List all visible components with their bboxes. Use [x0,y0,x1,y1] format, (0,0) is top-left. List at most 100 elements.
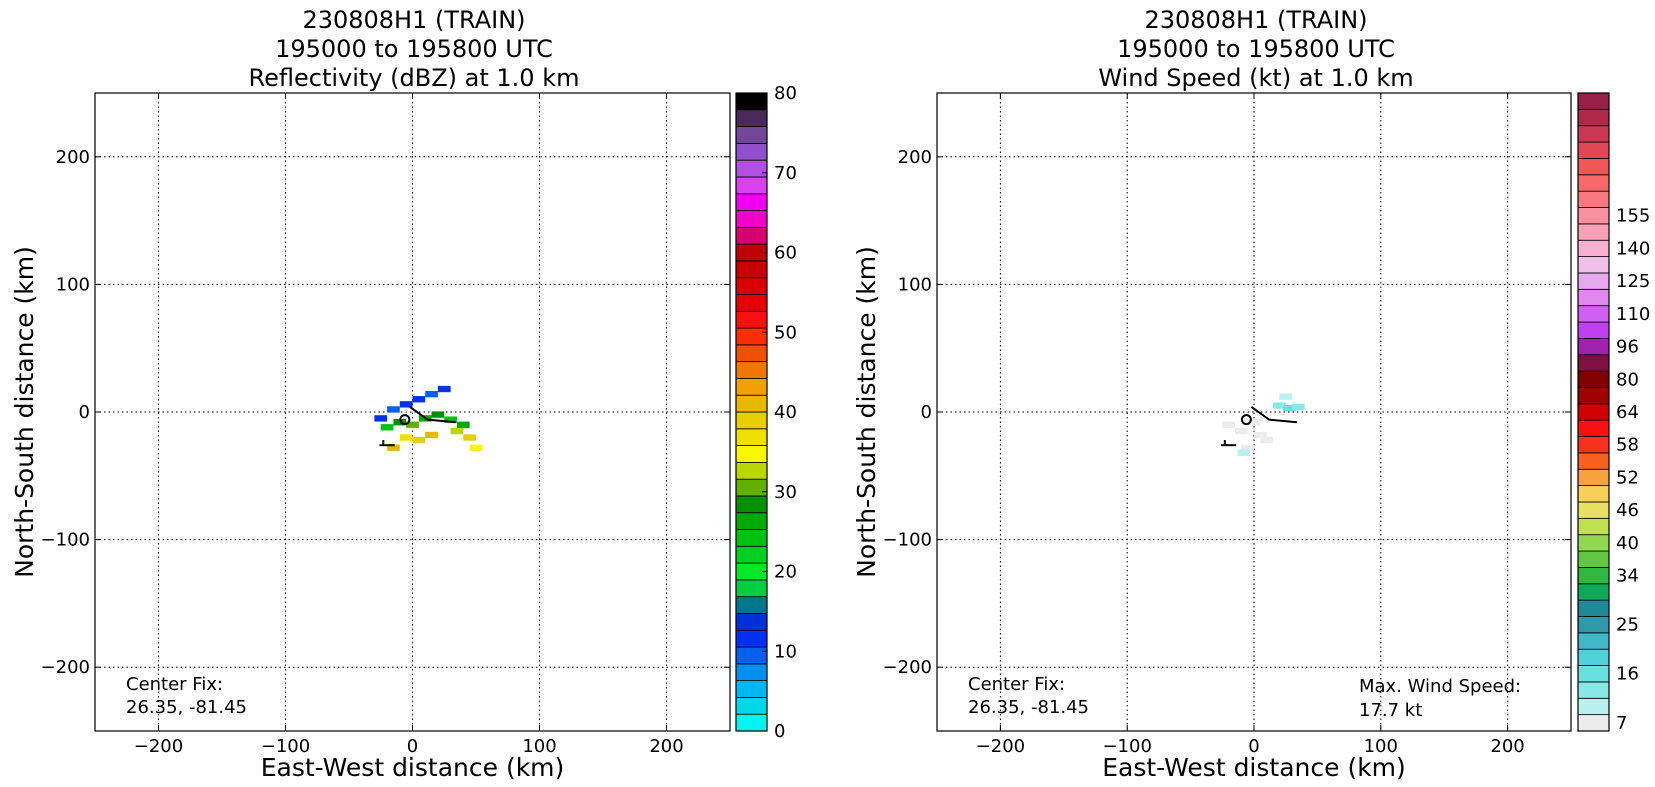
data-cell [1273,402,1286,409]
colorbar-segment [1577,632,1610,650]
colorbar-tick-label: 30 [774,482,797,503]
colorbar-tick-label: 16 [1616,664,1639,685]
colorbar-segment [1577,141,1610,159]
x-tick-label: −100 [1102,736,1151,757]
colorbar-segment [735,260,768,279]
colorbar: 7 16 25 34 40 46 52 58 64 80 96 110 125 140 155 [1577,92,1650,734]
chart-title-line: 195000 to 195800 UTC [1117,35,1395,63]
x-axis-label: East-West distance (km) [261,753,565,782]
colorbar-segment [735,378,768,396]
data-cell [444,416,457,423]
colorbar-segment [1577,436,1610,454]
colorbar-segment [1577,468,1610,487]
chart-title-line: 195000 to 195800 UTC [275,35,553,63]
colorbar-segment [1577,256,1610,274]
colorbar-segment [735,294,768,312]
data-cell [425,390,438,398]
max-wind-annotation: Max. Wind Speed: [1359,676,1521,697]
colorbar-segment [735,545,768,564]
colorbar-segment [1577,550,1610,568]
colorbar-segment [1577,190,1610,208]
y-tick-label: −100 [41,530,90,551]
y-tick-label: 200 [56,147,90,168]
data-cell [412,396,426,403]
colorbar-segment [735,445,768,463]
colorbar-segment [1577,485,1610,503]
colorbar-tick-label: 50 [774,322,797,343]
x-axis-label: East-West distance (km) [1102,753,1406,782]
track-line [1250,406,1298,424]
colorbar-segment [1577,174,1610,192]
colorbar-segment [735,411,768,430]
colorbar-segment [1577,567,1610,585]
colorbar-segment [735,596,768,614]
colorbar-segment [735,461,768,480]
center-fix-marker [399,414,411,426]
y-tick-label: 100 [898,274,932,295]
colorbar-segment [1577,272,1610,290]
colorbar-segment [1577,108,1610,127]
colorbar-tick-label: 0 [774,721,785,742]
data-cell [1283,405,1296,412]
x-tick-label: 200 [1490,736,1524,757]
colorbar-tick-label: 140 [1616,238,1650,259]
x-tick-label: 100 [1364,736,1398,757]
colorbar-segment [735,478,768,497]
colorbar-segment [1577,125,1610,143]
colorbar-tick-label: 70 [774,163,797,184]
colorbar-segment [1577,158,1610,176]
colorbar-segment [735,713,768,732]
data-cell [1234,427,1248,435]
colorbar-segment [735,277,768,295]
colorbar-segment [1577,534,1610,552]
colorbar-tick-label: 10 [774,641,797,662]
colorbar-segment [1577,387,1610,405]
max-wind-annotation: 17.7 kt [1359,700,1422,721]
data-cell [1241,444,1254,451]
colorbar-segment [1577,223,1610,241]
x-tick-label: 100 [522,736,556,757]
chart-title-line: Reflectivity (dBZ) at 1.0 km [249,64,580,92]
colorbar-segment [1577,305,1610,323]
colorbar-segment [1577,321,1610,339]
colorbar-segment [735,361,768,379]
colorbar-segment [1577,239,1610,257]
colorbar-tick-label: 25 [1616,615,1639,636]
data-cell [1237,449,1251,457]
colorbar-segment [735,344,768,363]
colorbar-tick-label: 60 [774,243,797,264]
colorbar-segment [1577,419,1610,437]
colorbar-segment [1577,665,1610,683]
colorbar-segment [735,176,768,195]
data-cell [463,434,476,441]
data-cell [412,436,426,444]
colorbar-segment [1577,452,1610,470]
colorbar-segment [735,697,768,715]
colorbar-segment [1577,501,1610,519]
colorbar-segment [1577,92,1610,110]
colorbar-tick-label: 155 [1616,206,1650,227]
data-cell [399,434,413,441]
colorbar-segment [735,512,768,530]
data-cell [1260,436,1274,444]
x-tick-label: −200 [976,736,1025,757]
center-fix-annotation: 26.35, -81.45 [126,697,247,718]
center-fix-annotation: 26.35, -81.45 [968,697,1089,718]
colorbar-tick-label: 80 [774,83,797,104]
colorbar-segment [1577,288,1610,307]
data-cell [399,401,413,408]
data-cell [1222,421,1235,428]
data-cell [1247,419,1261,426]
x-tick-label: 0 [407,736,418,757]
colorbar-segment [735,495,768,514]
y-tick-label: −200 [883,657,932,678]
colorbar-segment [1577,714,1610,732]
colorbar-segment [1577,697,1610,716]
colorbar-tick-label: 58 [1616,435,1639,456]
data-cell [406,421,419,428]
colorbar-segment [735,109,768,127]
colorbar-segment [1577,616,1610,634]
chart-title-line: 230808H1 (TRAIN) [1144,6,1367,34]
colorbar-tick-label: 46 [1616,500,1639,521]
data-cell [1254,431,1267,439]
